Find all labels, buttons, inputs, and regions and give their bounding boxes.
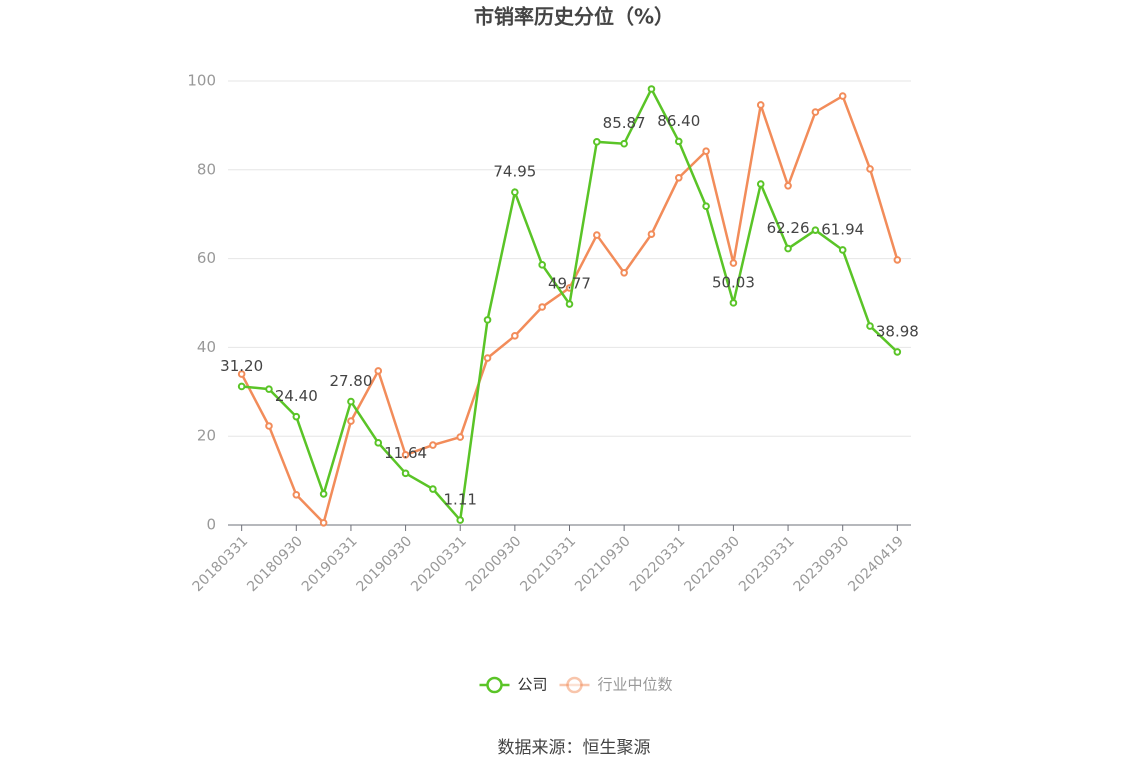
x-tick-label: 20220331	[627, 533, 689, 595]
point	[647, 85, 656, 93]
point	[702, 202, 710, 211]
point	[292, 491, 301, 499]
point	[729, 259, 738, 267]
point	[319, 518, 328, 527]
point	[784, 181, 792, 190]
series-line	[240, 94, 899, 526]
point	[620, 139, 628, 148]
x-tick-label: 20190930	[354, 533, 416, 595]
point	[456, 516, 465, 524]
point	[866, 322, 874, 330]
point	[456, 433, 465, 441]
y-tick-label: 100	[187, 72, 216, 90]
legend-icon	[566, 676, 583, 694]
point	[401, 451, 410, 459]
data-label: 50.03	[712, 273, 755, 291]
point	[401, 469, 410, 478]
point	[702, 147, 710, 155]
point	[292, 412, 301, 421]
point	[265, 422, 273, 430]
point	[756, 180, 765, 188]
data-label: 61.94	[821, 220, 864, 238]
data-label: 49.77	[548, 275, 591, 293]
point	[593, 138, 601, 146]
point	[483, 354, 492, 362]
point	[319, 490, 328, 498]
point	[483, 316, 492, 324]
point	[347, 417, 355, 425]
point	[237, 370, 246, 378]
data-label: 85.87	[603, 114, 646, 132]
point	[674, 137, 683, 146]
point	[429, 441, 437, 449]
source: 数据来源：恒生聚源	[498, 738, 651, 758]
data-label: 11.64	[384, 444, 427, 462]
legend-icon	[486, 676, 503, 694]
point	[647, 230, 656, 238]
point	[265, 385, 273, 393]
point	[729, 299, 738, 307]
point	[593, 231, 601, 239]
legend-label: 公司	[518, 676, 548, 694]
x-tick-label: 20180331	[190, 533, 252, 595]
point	[756, 101, 765, 109]
point	[565, 300, 574, 308]
y-tick-label: 60	[197, 249, 216, 267]
x-tick-label: 20230930	[791, 533, 853, 595]
y-tick-label: 40	[197, 338, 216, 356]
point	[674, 173, 683, 182]
point	[893, 348, 902, 356]
data-label: 86.40	[657, 112, 700, 130]
y-tick-label: 0	[206, 516, 216, 534]
x-tick-label: 20210930	[572, 533, 634, 595]
point	[511, 188, 519, 197]
point	[374, 439, 383, 447]
x-tick-label: 20200930	[463, 533, 525, 595]
data-label: 24.40	[275, 387, 318, 405]
x-tick-label: 20210331	[517, 533, 579, 595]
point	[538, 261, 546, 269]
x-tick-label: 20220930	[681, 533, 743, 595]
point	[866, 165, 874, 173]
legend-label: 行业中位数	[598, 676, 673, 694]
data-label: 62.26	[767, 219, 810, 237]
data-label: 74.95	[493, 163, 536, 181]
point	[347, 397, 355, 406]
point	[811, 226, 820, 234]
point	[429, 485, 437, 493]
y-tick-label: 20	[197, 427, 216, 445]
x-tick-label: 20190331	[299, 533, 361, 595]
point	[811, 108, 820, 116]
point	[838, 246, 847, 254]
point	[620, 269, 628, 277]
chart-title: 市销率历史分位（%）	[474, 5, 674, 29]
x-tick-label: 20230331	[736, 533, 798, 595]
point	[511, 332, 519, 340]
point	[237, 382, 246, 391]
y-tick-label: 80	[197, 160, 216, 178]
point	[538, 303, 546, 311]
point	[838, 92, 847, 100]
point	[374, 367, 383, 375]
point	[893, 256, 902, 264]
point	[784, 244, 792, 253]
x-tick-label: 20180930	[244, 533, 306, 595]
data-label: 38.98	[876, 322, 919, 340]
data-label: 27.80	[329, 372, 372, 390]
data-label: 31.20	[220, 357, 263, 375]
data-label: 1.11	[444, 491, 477, 509]
x-tick-label: 20240419	[845, 533, 907, 595]
x-tick-label: 20200331	[408, 533, 470, 595]
